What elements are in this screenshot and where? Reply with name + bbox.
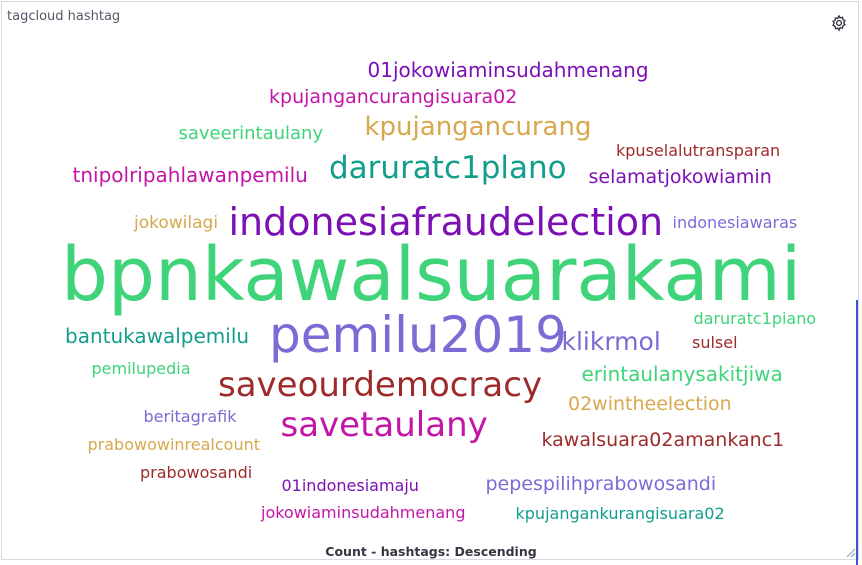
tag-word[interactable]: tnipolripahlawanpemilu [72,163,308,187]
tag-word[interactable]: daruratc1piano [693,309,817,328]
tag-word[interactable]: pepespilihprabowosandi [485,472,717,495]
tag-word[interactable]: jokowilagi [134,212,219,233]
tag-word[interactable]: prabowosandi [140,463,253,482]
tag-word[interactable]: indonesiafraudelection [228,200,664,244]
tag-word[interactable]: savetaulany [280,405,488,445]
tag-word[interactable]: sulsel [692,333,738,352]
tag-word[interactable]: kpujangancurang [364,112,592,142]
tag-word[interactable]: saveerintaulany [178,123,324,144]
gear-icon[interactable] [830,14,848,32]
tag-word[interactable]: indonesiawaras [672,213,798,232]
tag-word[interactable]: 01jokowiaminsudahmenang [367,58,649,82]
tag-word[interactable]: kpujangancurangisuara02 [269,85,518,108]
tag-word[interactable]: kpuselalutransparan [616,141,781,160]
tag-word[interactable]: pemilu2019 [269,306,567,364]
panel-accent-border [856,300,858,565]
tag-word[interactable]: beritagrafik [143,407,237,426]
tag-word[interactable]: kawalsuara02amankanc1 [541,428,785,451]
tag-word[interactable]: selamatjokowiamin [588,165,772,188]
panel-title: tagcloud hashtag [7,9,121,24]
tag-word[interactable]: pemilupedia [91,359,191,378]
tag-word[interactable]: klikrmol [561,326,661,356]
tag-word[interactable]: 02wintheelection [568,392,732,415]
tag-word[interactable]: saveourdemocracy [218,365,543,405]
tag-word[interactable]: jokowiaminsudahmenang [261,503,466,522]
tag-word[interactable]: daruratc1plano [329,149,567,186]
tag-word[interactable]: prabowowinrealcount [87,435,261,454]
tag-word[interactable]: 01indonesiamaju [281,476,419,495]
tag-word[interactable]: bpnkawalsuarakami [61,232,802,318]
tag-word[interactable]: bantukawalpemilu [65,324,250,348]
cloud-caption: Count - hashtags: Descending [325,544,537,559]
tag-word[interactable]: kpujangankurangisuara02 [515,504,725,523]
tag-word[interactable]: erintaulanysakitjiwa [581,362,783,386]
resize-handle-icon[interactable] [846,548,856,558]
